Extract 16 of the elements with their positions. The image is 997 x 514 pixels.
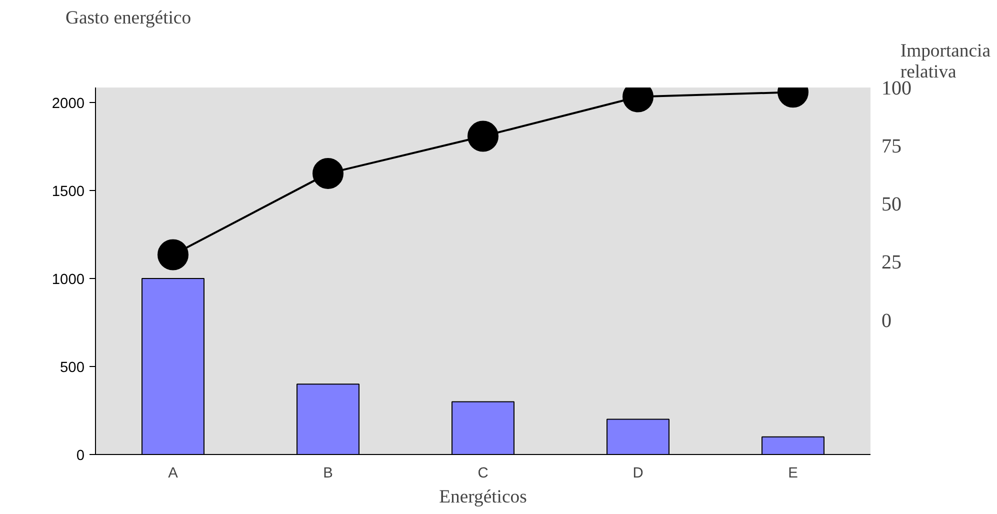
y-tick-label: 0 (76, 448, 85, 464)
x-axis-title: Energéticos (439, 486, 527, 508)
x-tick-label: D (632, 466, 644, 482)
y-axis-title: Gasto energético (66, 8, 192, 28)
y2-tick-label: 75 (882, 136, 902, 158)
y-tick-label: 1000 (52, 272, 85, 288)
y2-tick-label: 25 (882, 252, 902, 274)
y-tick-label: 500 (60, 360, 85, 376)
x-tick-label: A (168, 466, 178, 482)
y-tick-label: 2000 (52, 96, 85, 112)
x-tick-label: B (323, 466, 333, 482)
y2-tick-label: 0 (882, 310, 892, 332)
x-tick-label: E (788, 466, 798, 482)
y-tick-label: 1500 (52, 184, 85, 200)
y2-tick-label: 50 (882, 194, 902, 216)
x-tick-label: C (478, 466, 489, 482)
